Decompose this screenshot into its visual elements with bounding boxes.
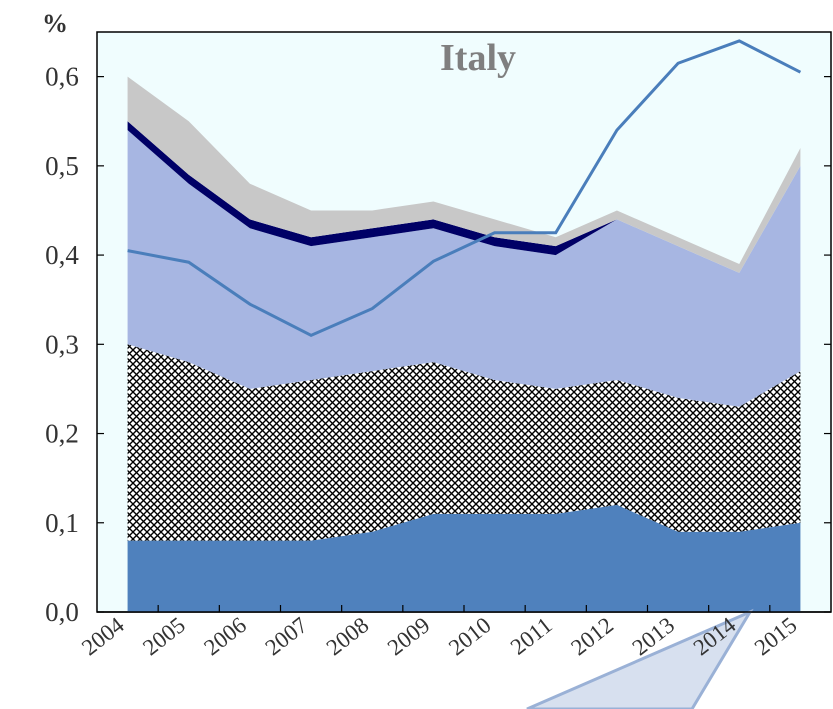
- y-tick-label: 0,4: [45, 240, 79, 270]
- x-tick-label: 2006: [199, 612, 251, 660]
- line: [127, 39, 802, 338]
- y-tick-label: 0,6: [45, 62, 79, 92]
- x-tick-label: 2011: [506, 612, 557, 660]
- y-tick-label: 0,2: [45, 419, 79, 449]
- y-tick-label: 0,3: [45, 329, 79, 359]
- x-tick-label: 2012: [566, 612, 618, 660]
- x-tick-label: 2009: [383, 612, 435, 660]
- y-tick-label: 0,1: [45, 508, 79, 538]
- area: [127, 130, 801, 407]
- x-tick-label: 2008: [322, 612, 374, 660]
- chart-title: Italy: [440, 37, 516, 79]
- area: [127, 344, 801, 541]
- callout: [526, 608, 754, 709]
- x-tick-label: 2010: [444, 612, 496, 660]
- area: [127, 504, 801, 612]
- area: [127, 121, 801, 273]
- y-axis-label: %: [42, 9, 68, 38]
- x-tick-label: 2007: [261, 612, 313, 660]
- y-tick-label: 0,0: [45, 597, 79, 627]
- area: [127, 76, 801, 273]
- x-tick-label: 2004: [77, 612, 129, 660]
- y-tick-label: 0,5: [45, 151, 79, 181]
- marks: [127, 39, 802, 612]
- x-tick-label: 2005: [138, 612, 190, 660]
- x-tick-label: 2015: [750, 612, 802, 660]
